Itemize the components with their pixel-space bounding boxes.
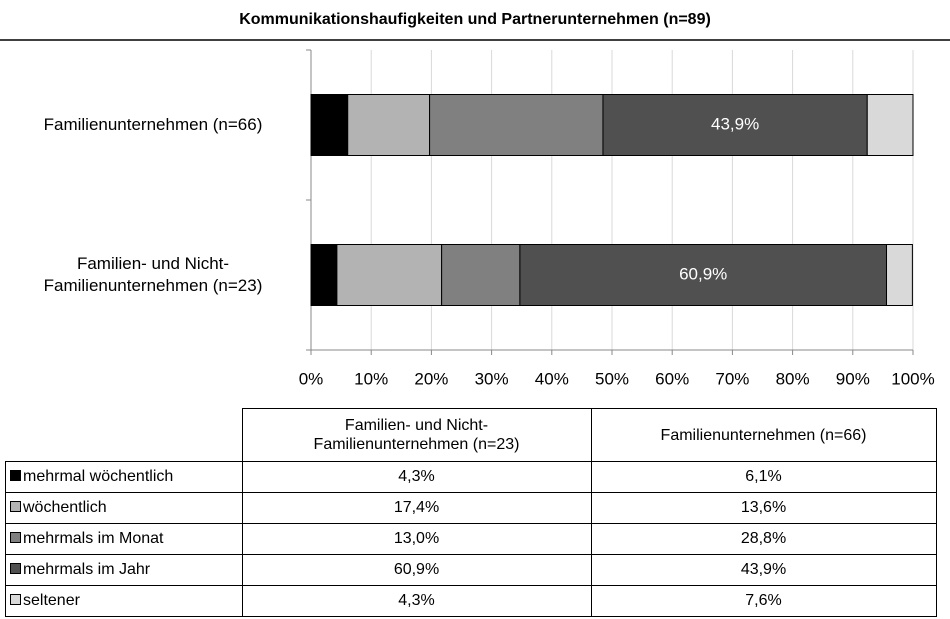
row-header: mehrmals im Jahr bbox=[5, 554, 243, 586]
column-header: Familien- und Nicht-Familienunternehmen … bbox=[241, 408, 592, 462]
x-tick-label: 20% bbox=[414, 369, 448, 388]
table-corner bbox=[5, 408, 243, 462]
table-cell: 4,3% bbox=[241, 461, 592, 493]
row-header: mehrmal wöchentlich bbox=[5, 461, 243, 493]
legend-key bbox=[10, 470, 21, 481]
bar-segment bbox=[866, 94, 914, 156]
table-row: wöchentlich 17,4% 13,6% bbox=[5, 492, 937, 524]
x-tick-label: 100% bbox=[891, 369, 934, 388]
bar-segment bbox=[310, 94, 349, 156]
table-row: mehrmals im Jahr 60,9% 43,9% bbox=[5, 554, 937, 586]
table-cell: 17,4% bbox=[241, 492, 592, 524]
legend-key bbox=[10, 532, 21, 543]
x-tick-label: 80% bbox=[776, 369, 810, 388]
x-tick-label: 0% bbox=[299, 369, 324, 388]
chart: Kommunikationshaufigkeiten und Partnerun… bbox=[0, 11, 950, 388]
row-header: wöchentlich bbox=[5, 492, 243, 524]
table-row: mehrmals im Monat 13,0% 28,8% bbox=[5, 523, 937, 555]
data-label: 60,9% bbox=[679, 264, 727, 283]
table-cell: 28,8% bbox=[590, 523, 937, 555]
column-header: Familienunternehmen (n=66) bbox=[590, 408, 937, 462]
table-cell: 43,9% bbox=[590, 554, 937, 586]
row-label: mehrmals im Jahr bbox=[23, 561, 151, 578]
row-header: seltener bbox=[5, 585, 243, 617]
legend-key bbox=[10, 563, 21, 574]
bar-segment bbox=[886, 244, 913, 306]
legend-key bbox=[10, 594, 21, 605]
x-tick-label: 10% bbox=[354, 369, 388, 388]
row-label: seltener bbox=[23, 592, 80, 609]
bar-segment bbox=[429, 94, 604, 156]
legend-key bbox=[10, 501, 21, 512]
row-label: mehrmal wöchentlich bbox=[23, 468, 174, 485]
bar-segment bbox=[519, 244, 888, 306]
row-label: wöchentlich bbox=[23, 499, 107, 516]
table-cell: 60,9% bbox=[241, 554, 592, 586]
table-cell: 4,3% bbox=[241, 585, 592, 617]
bar-segment bbox=[441, 244, 521, 306]
x-tick-label: 40% bbox=[535, 369, 569, 388]
y-tick-label: Familienunternehmen (n=66) bbox=[43, 115, 263, 134]
table-cell: 13,6% bbox=[590, 492, 937, 524]
table-row: seltener 4,3% 7,6% bbox=[5, 585, 937, 617]
table-header-row: Familien- und Nicht-Familienunternehmen … bbox=[5, 408, 937, 462]
bar-segment bbox=[310, 244, 338, 306]
x-tick-label: 50% bbox=[595, 369, 629, 388]
chart-title: Kommunikationshaufigkeiten und Partnerun… bbox=[239, 11, 711, 28]
data-label: 43,9% bbox=[711, 114, 759, 133]
data-table: Familien- und Nicht-Familienunternehmen … bbox=[5, 408, 937, 617]
table-cell: 6,1% bbox=[590, 461, 937, 493]
table-cell: 7,6% bbox=[590, 585, 937, 617]
x-tick-label: 70% bbox=[715, 369, 749, 388]
x-tick-label: 60% bbox=[655, 369, 689, 388]
x-tick-label: 30% bbox=[475, 369, 509, 388]
y-tick-label: Familien- und Nicht-Familienunternehmen … bbox=[43, 254, 263, 295]
x-tick-label: 90% bbox=[836, 369, 870, 388]
table-cell: 13,0% bbox=[241, 523, 592, 555]
row-header: mehrmals im Monat bbox=[5, 523, 243, 555]
row-label: mehrmals im Monat bbox=[23, 530, 164, 547]
bar-segment bbox=[336, 244, 443, 306]
table-row: mehrmal wöchentlich 4,3% 6,1% bbox=[5, 461, 937, 493]
bar-segment bbox=[347, 94, 431, 156]
